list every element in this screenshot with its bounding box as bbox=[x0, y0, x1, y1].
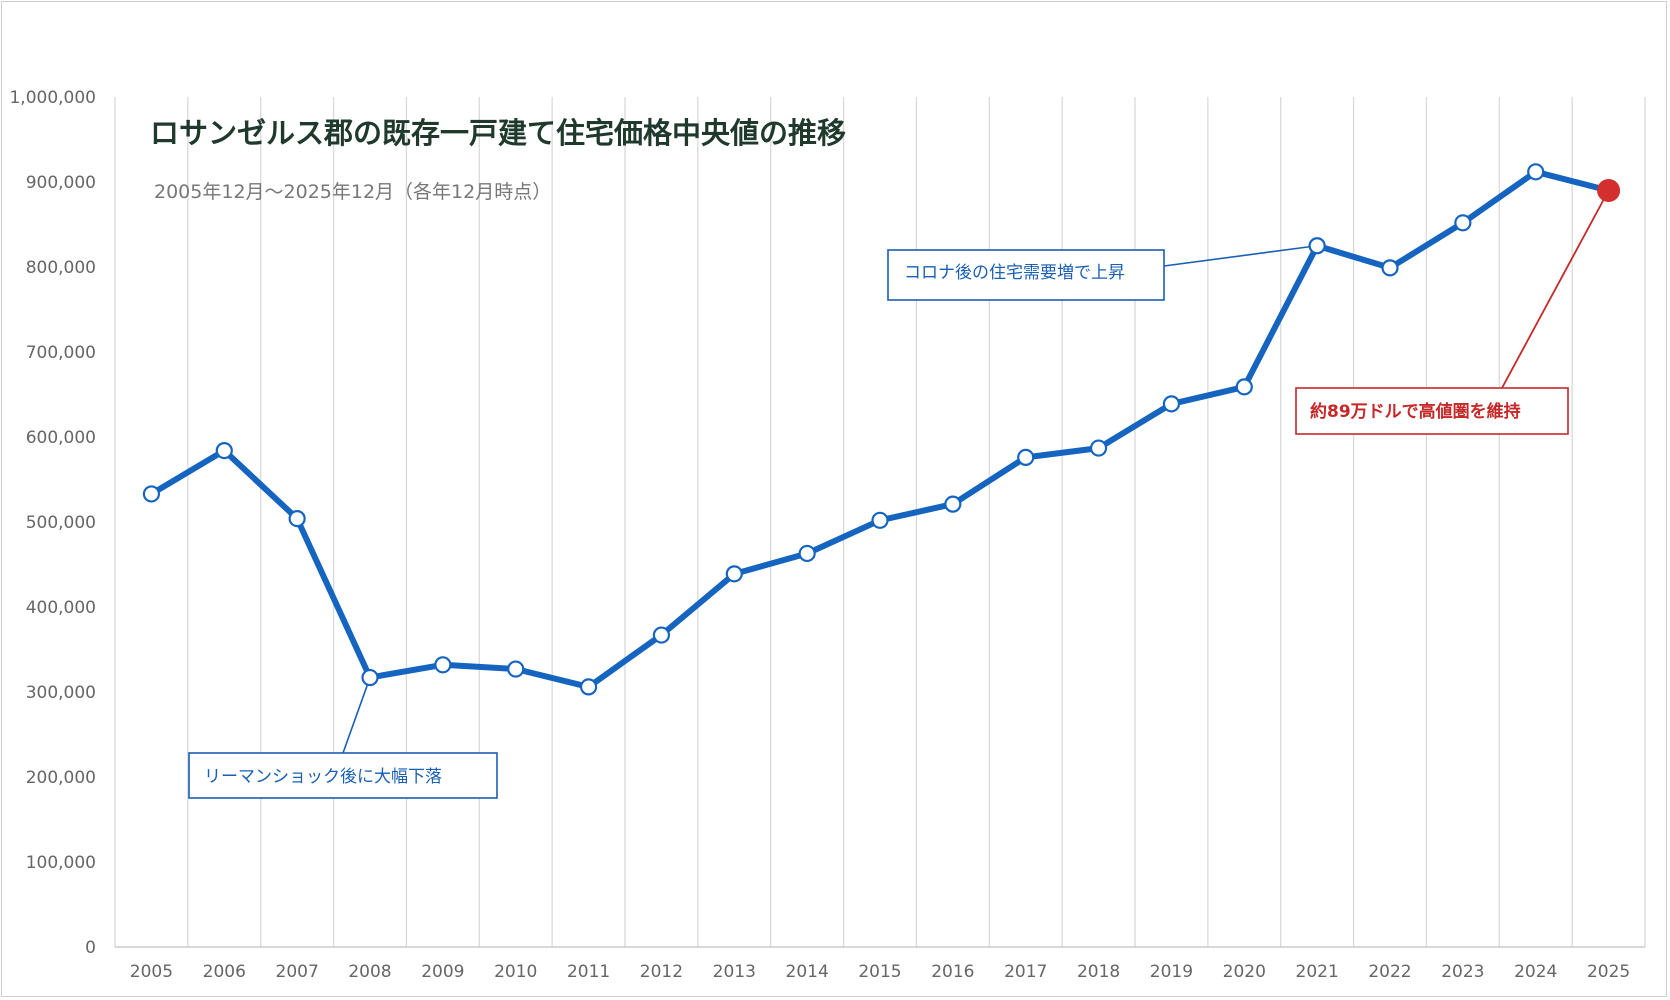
x-tick-label: 2021 bbox=[1296, 962, 1339, 982]
x-tick-label: 2024 bbox=[1514, 962, 1557, 982]
data-point bbox=[288, 509, 306, 528]
data-point bbox=[1381, 259, 1399, 277]
data-point bbox=[361, 668, 379, 687]
x-tick-label: 2008 bbox=[348, 962, 391, 982]
data-point bbox=[1454, 214, 1472, 232]
x-tick-label: 2018 bbox=[1077, 962, 1120, 982]
x-tick-label: 2025 bbox=[1587, 962, 1630, 982]
data-point bbox=[1308, 237, 1326, 255]
x-tick-label: 2007 bbox=[276, 962, 319, 982]
chart-title: ロサンゼルス郡の既存一戸建て住宅価格中央値の推移 bbox=[150, 116, 846, 150]
data-point bbox=[142, 485, 161, 503]
data-point bbox=[579, 678, 598, 696]
data-point bbox=[798, 544, 816, 563]
y-tick-label: 600,000 bbox=[26, 428, 96, 448]
x-tick-label: 2022 bbox=[1368, 962, 1411, 982]
data-point bbox=[1089, 439, 1108, 457]
annotation-covid: コロナ後の住宅需要増で上昇 bbox=[887, 249, 1165, 301]
gridlines bbox=[114, 97, 1646, 948]
data-point bbox=[1527, 163, 1545, 181]
data-point bbox=[507, 660, 525, 678]
annotation-lehman-text: リーマンショック後に大幅下落 bbox=[204, 767, 442, 787]
y-tick-label: 400,000 bbox=[26, 598, 96, 618]
data-point bbox=[944, 495, 962, 513]
annotation-covid-box bbox=[887, 249, 1165, 301]
chart-subtitle: 2005年12月〜2025年12月（各年12月時点） bbox=[154, 181, 551, 203]
x-tick-label: 2010 bbox=[494, 962, 537, 982]
annotation-lehman-box bbox=[188, 752, 498, 799]
y-tick-label: 300,000 bbox=[26, 683, 96, 703]
x-tick-label: 2014 bbox=[786, 962, 829, 982]
x-tick-label: 2020 bbox=[1223, 962, 1266, 982]
x-tick-label: 2015 bbox=[858, 962, 901, 982]
x-tick-label: 2013 bbox=[713, 962, 756, 982]
x-tick-label: 2006 bbox=[203, 962, 246, 982]
data-point bbox=[725, 565, 743, 583]
y-tick-label: 0 bbox=[85, 938, 96, 958]
annotation-high-leader bbox=[1501, 190, 1610, 389]
x-tick-label: 2005 bbox=[130, 962, 173, 982]
data-point bbox=[1162, 395, 1181, 413]
y-axis: 0 100,000 200,000 300,000 400,000 500,000 600,… bbox=[9, 88, 96, 958]
x-tick-label: 2016 bbox=[931, 962, 974, 982]
data-points bbox=[142, 163, 1621, 696]
data-point bbox=[1017, 448, 1035, 466]
x-tick-label: 2011 bbox=[567, 962, 610, 982]
annotation-high-box bbox=[1295, 387, 1569, 435]
annotation-leaders bbox=[342, 190, 1610, 754]
y-tick-label: 1,000,000 bbox=[9, 88, 96, 108]
annotation-covid-leader bbox=[1163, 244, 1318, 267]
data-point bbox=[434, 656, 452, 674]
x-axis: 2005 2006 2007 2008 2009 2010 2011 2012 2013 2014… bbox=[130, 962, 1630, 982]
x-tick-label: 2019 bbox=[1150, 962, 1193, 982]
data-point bbox=[652, 626, 671, 644]
x-tick-label: 2012 bbox=[640, 962, 683, 982]
y-tick-label: 900,000 bbox=[26, 173, 96, 193]
data-point bbox=[215, 442, 233, 460]
y-tick-label: 700,000 bbox=[26, 343, 96, 363]
y-tick-label: 800,000 bbox=[26, 258, 96, 278]
y-tick-label: 200,000 bbox=[26, 768, 96, 788]
y-tick-label: 100,000 bbox=[26, 853, 96, 873]
data-point bbox=[1235, 378, 1253, 396]
y-tick-label: 500,000 bbox=[26, 513, 96, 533]
annotation-high-text: 約89万ドルで高値圏を維持 bbox=[1310, 401, 1521, 422]
x-tick-label: 2023 bbox=[1441, 962, 1484, 982]
data-point bbox=[871, 511, 889, 529]
annotation-covid-text: コロナ後の住宅需要増で上昇 bbox=[904, 263, 1125, 283]
annotation-lehman-leader bbox=[342, 677, 371, 754]
annotation-lehman: リーマンショック後に大幅下落 bbox=[188, 752, 498, 799]
x-tick-label: 2017 bbox=[1004, 962, 1047, 982]
data-point-highlight bbox=[1597, 179, 1621, 202]
annotation-high: 約89万ドルで高値圏を維持 bbox=[1295, 387, 1569, 435]
x-tick-label: 2009 bbox=[421, 962, 464, 982]
